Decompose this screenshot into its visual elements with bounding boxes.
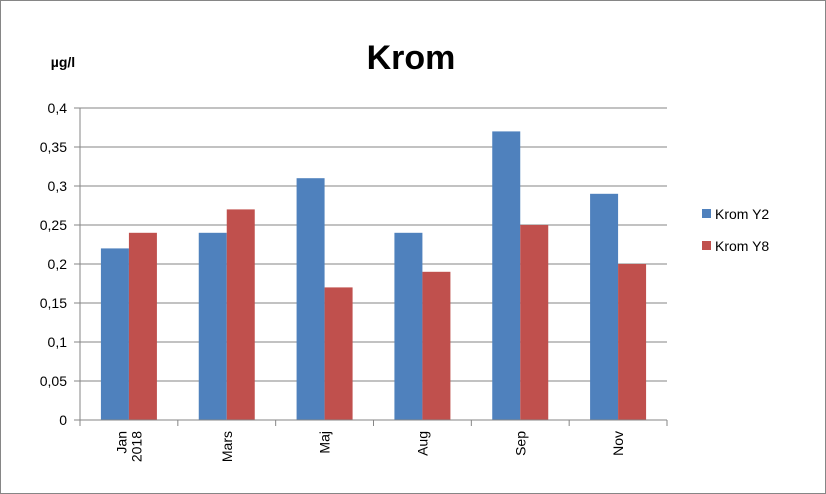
legend: Krom Y2 Krom Y8 bbox=[702, 206, 769, 254]
bar-krom-y8-0 bbox=[128, 232, 157, 420]
x-tick-label: Mars bbox=[219, 431, 235, 462]
legend-swatch bbox=[702, 209, 711, 218]
y-tick-label: 0,3 bbox=[48, 178, 68, 194]
y-tick-label: 0,4 bbox=[48, 100, 68, 116]
y-tick-label: 0,15 bbox=[40, 295, 67, 311]
bars bbox=[100, 131, 647, 420]
bar-krom-y8-3 bbox=[422, 271, 451, 420]
bar-krom-y2-2 bbox=[296, 178, 325, 420]
legend-label: Krom Y2 bbox=[715, 206, 769, 222]
legend-label: Krom Y8 bbox=[715, 238, 769, 254]
chart-title: Krom bbox=[367, 39, 456, 77]
gridlines bbox=[80, 107, 667, 382]
y-tick-label: 0,2 bbox=[48, 256, 68, 272]
legend-swatch bbox=[702, 241, 711, 250]
y-tick-label: 0,25 bbox=[40, 217, 67, 233]
bar-krom-y2-5 bbox=[590, 193, 619, 420]
x-tick-label: Nov bbox=[610, 431, 626, 456]
y-axis-unit-label: µg/l bbox=[51, 54, 75, 70]
x-tick-labels: Jan 2018 Mars Maj Aug Sep Nov bbox=[113, 431, 626, 462]
y-tick-label: 0 bbox=[59, 412, 67, 428]
bar-krom-y2-1 bbox=[198, 232, 227, 420]
bar-krom-y8-1 bbox=[226, 209, 255, 420]
x-tick-label: Jan bbox=[113, 431, 129, 454]
bar-krom-y2-3 bbox=[394, 232, 423, 420]
x-tick-label: Aug bbox=[414, 431, 430, 456]
bar-krom-y8-5 bbox=[618, 264, 647, 420]
bar-krom-y8-2 bbox=[324, 287, 353, 420]
y-tick-labels: 0 0,05 0,1 0,15 0,2 0,25 0,3 0,35 0,4 bbox=[40, 100, 67, 428]
y-tick-label: 0,35 bbox=[40, 139, 67, 155]
axes bbox=[74, 107, 668, 426]
x-tick-label: Maj bbox=[317, 431, 333, 454]
x-tick-label: 2018 bbox=[128, 431, 144, 462]
bar-krom-y2-0 bbox=[100, 248, 129, 420]
x-tick-label: Sep bbox=[512, 431, 528, 456]
bar-krom-y2-4 bbox=[492, 131, 521, 420]
y-tick-label: 0,05 bbox=[40, 373, 67, 389]
y-tick-label: 0,1 bbox=[48, 334, 68, 350]
bar-krom-y8-4 bbox=[520, 225, 549, 420]
